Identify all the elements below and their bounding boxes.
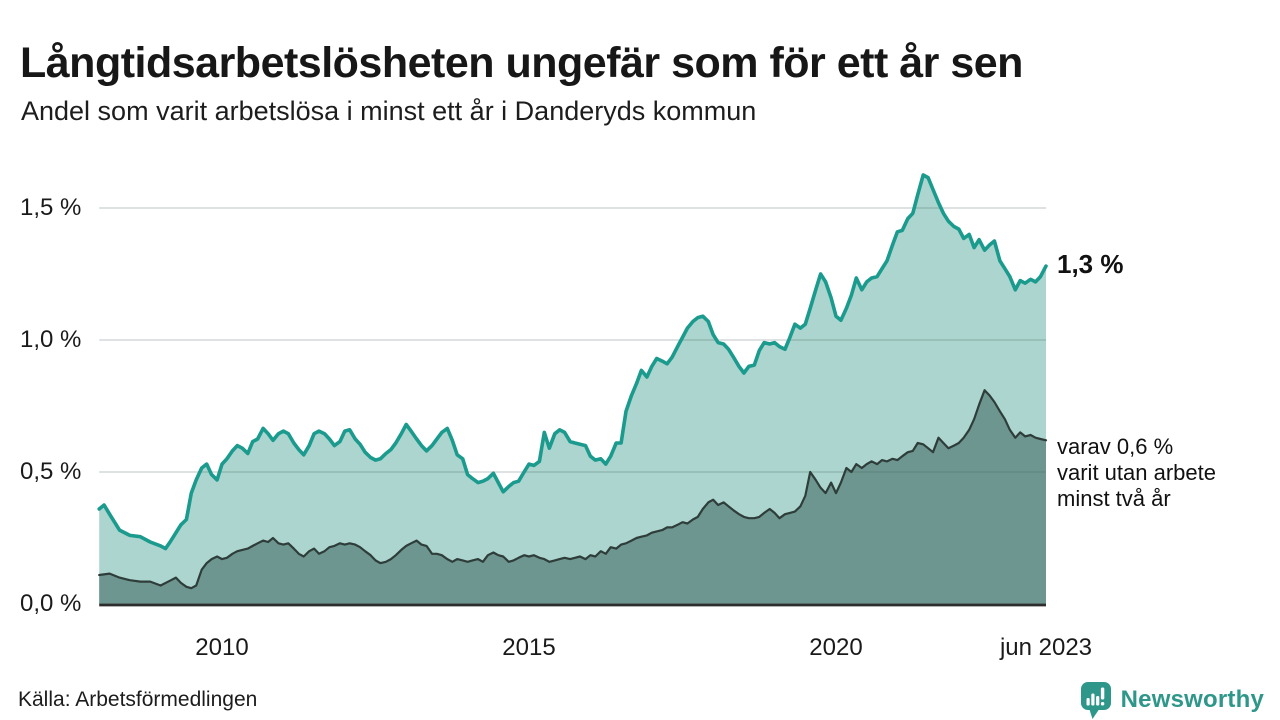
y-axis-tick-label: 0,0 %: [20, 590, 82, 617]
x-axis-tick-label: jun 2023: [999, 634, 1093, 661]
newsworthy-logo: Newsworthy: [1079, 680, 1264, 720]
annotation-line: varit utan arbete: [1057, 460, 1216, 485]
brand-name: Newsworthy: [1120, 686, 1264, 713]
area-unemployed-two-years: [99, 390, 1046, 604]
x-axis-tick-label: 2015: [502, 634, 556, 661]
chart-subtitle: Andel som varit arbetslösa i minst ett å…: [21, 96, 757, 126]
page-title: Långtidsarbetslösheten ungefär som för e…: [20, 38, 1023, 87]
x-axis-tick-label: 2020: [809, 634, 863, 661]
x-axis-tick-label: 2010: [195, 634, 249, 661]
y-axis-tick-label: 0,5 %: [20, 458, 82, 485]
y-axis-tick-label: 1,5 %: [20, 194, 82, 221]
series-annotation: varav 0,6 % varit utan arbete minst två …: [1057, 434, 1216, 512]
series-end-value-label: 1,3 %: [1057, 249, 1124, 280]
source-credit: Källa: Arbetsförmedlingen: [18, 688, 258, 711]
line-unemployed-one-year: [97, 173, 1048, 551]
line-unemployed-two-years: [98, 389, 1048, 590]
newsworthy-bubble-chart-icon: [1080, 682, 1111, 719]
y-axis-tick-label: 1,0 %: [20, 326, 82, 353]
annotation-line: minst två år: [1057, 486, 1171, 511]
annotation-line: varav 0,6 %: [1057, 434, 1174, 459]
